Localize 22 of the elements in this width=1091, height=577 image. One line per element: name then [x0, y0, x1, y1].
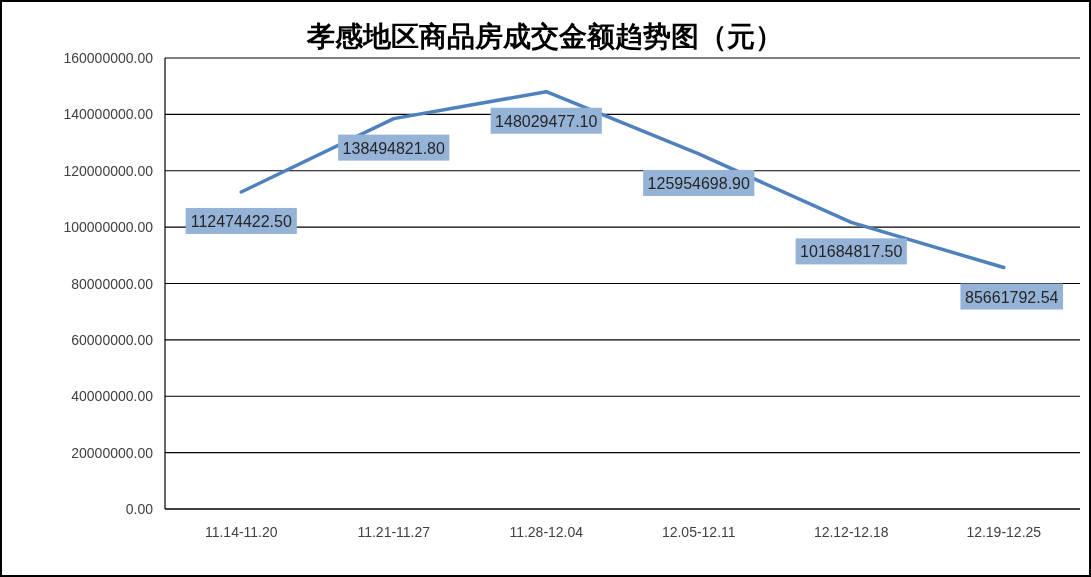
y-tick-label: 100000000.00 [63, 219, 154, 236]
data-label: 148029477.10 [495, 112, 598, 130]
y-tick-label: 160000000.00 [63, 50, 154, 66]
data-label: 125954698.90 [647, 174, 751, 192]
x-tick-label: 12.12-12.18 [813, 524, 889, 540]
x-tick-label: 11.28-12.04 [509, 524, 584, 540]
x-tick-label: 12.05-12.11 [661, 524, 736, 540]
y-tick-label: 0.00 [125, 501, 154, 517]
data-label: 138494821.80 [342, 139, 446, 157]
y-tick-label: 20000000.00 [71, 444, 154, 461]
x-tick-label: 12.19-12.25 [966, 524, 1042, 540]
data-label: 112474422.50 [190, 212, 292, 230]
data-label: 101684817.50 [800, 243, 903, 261]
chart-title: 孝感地区商品房成交金额趋势图（元） [306, 20, 783, 53]
x-tick-label: 11.21-11.27 [357, 524, 431, 540]
y-tick-label: 140000000.00 [63, 106, 154, 123]
y-tick-label: 40000000.00 [71, 388, 154, 405]
y-tick-label: 80000000.00 [71, 275, 154, 292]
x-tick-label: 11.14-11.20 [204, 524, 278, 540]
y-tick-label: 120000000.00 [63, 162, 154, 179]
data-label: 85661792.54 [965, 288, 1059, 306]
y-tick-label: 60000000.00 [71, 331, 154, 348]
